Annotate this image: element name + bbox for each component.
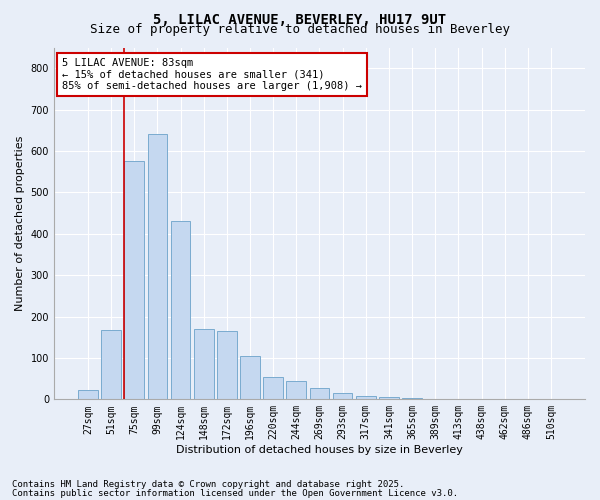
Bar [402,398,422,400]
Bar [148,134,167,400]
Text: 5 LILAC AVENUE: 83sqm
← 15% of detached houses are smaller (341)
85% of semi-det: 5 LILAC AVENUE: 83sqm ← 15% of detached … [62,58,362,92]
Bar [217,331,236,400]
Bar [194,329,214,400]
X-axis label: Distribution of detached houses by size in Beverley: Distribution of detached houses by size … [176,445,463,455]
Bar [356,396,376,400]
Bar [379,398,399,400]
Bar [101,330,121,400]
Bar [286,380,306,400]
Bar [240,356,260,400]
Bar [333,393,352,400]
Text: Size of property relative to detached houses in Beverley: Size of property relative to detached ho… [90,22,510,36]
Bar [310,388,329,400]
Bar [541,398,561,400]
Bar [170,222,190,400]
Bar [78,390,98,400]
Bar [263,376,283,400]
Text: 5, LILAC AVENUE, BEVERLEY, HU17 9UT: 5, LILAC AVENUE, BEVERLEY, HU17 9UT [154,12,446,26]
Bar [449,398,468,400]
Text: Contains HM Land Registry data © Crown copyright and database right 2025.: Contains HM Land Registry data © Crown c… [12,480,404,489]
Text: Contains public sector information licensed under the Open Government Licence v3: Contains public sector information licen… [12,488,458,498]
Bar [124,162,144,400]
Bar [425,398,445,400]
Y-axis label: Number of detached properties: Number of detached properties [15,136,25,311]
